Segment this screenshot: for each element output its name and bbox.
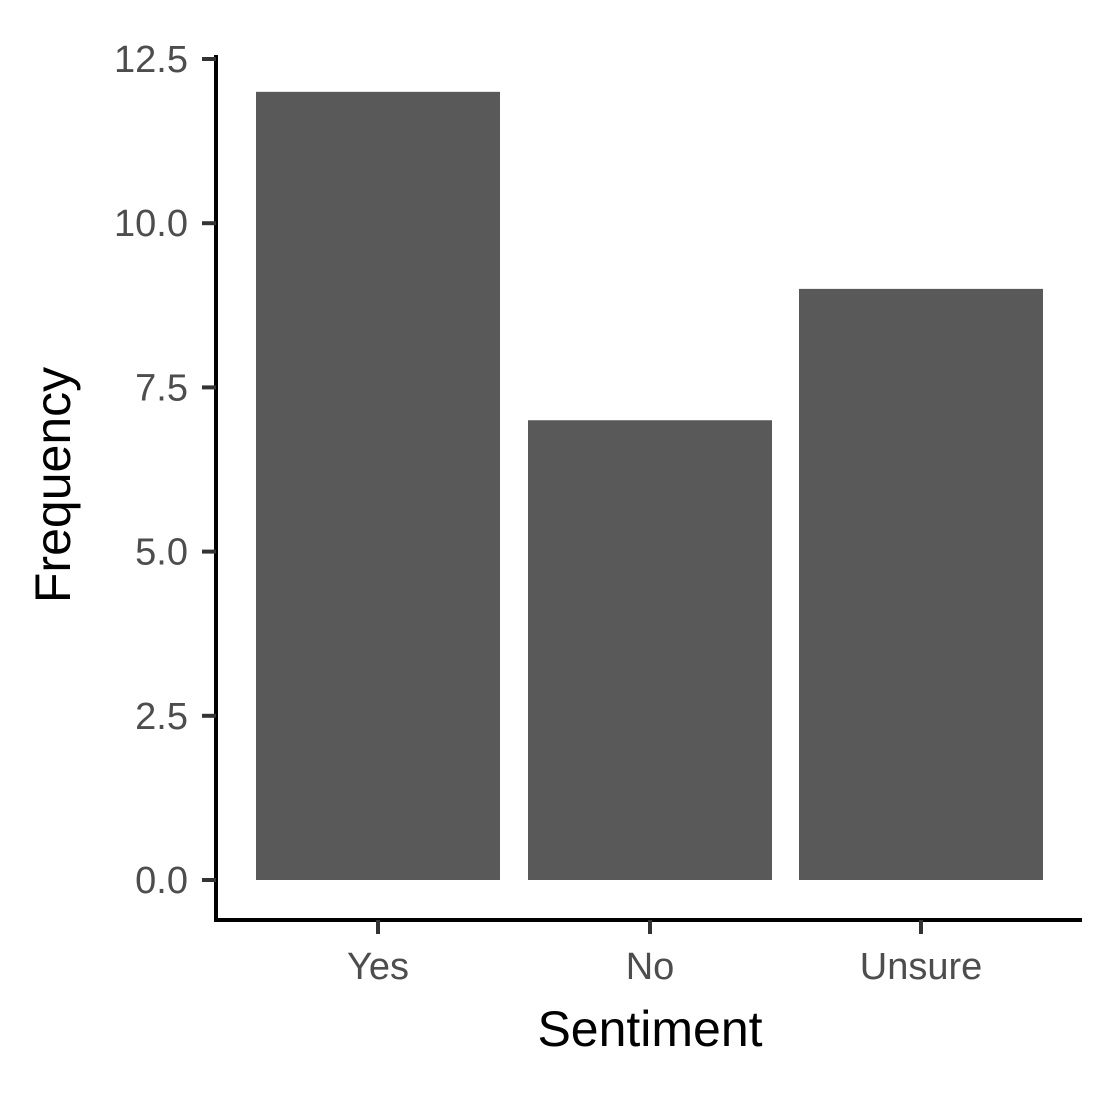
y-tick-label: 0.0 xyxy=(135,860,188,902)
y-axis-title: Frequency xyxy=(25,367,81,603)
y-tick-label: 5.0 xyxy=(135,532,188,574)
x-tick-label: Unsure xyxy=(860,946,983,988)
bar-unsure xyxy=(799,288,1043,880)
y-tick-label: 7.5 xyxy=(135,367,188,409)
x-tick-label: No xyxy=(626,946,675,988)
bar-no xyxy=(528,420,772,880)
y-tick-label: 2.5 xyxy=(135,696,188,738)
x-tick-label: Yes xyxy=(347,946,409,988)
y-tick-label: 12.5 xyxy=(114,39,188,81)
x-axis-title: Sentiment xyxy=(537,1001,762,1057)
axes-layer: 0.0 2.5 5.0 7.5 10.0 12.5 Yes No Unsure xyxy=(114,39,1082,988)
bars-layer xyxy=(256,91,1043,881)
y-tick-label: 10.0 xyxy=(114,203,188,245)
bar-yes xyxy=(256,91,500,881)
